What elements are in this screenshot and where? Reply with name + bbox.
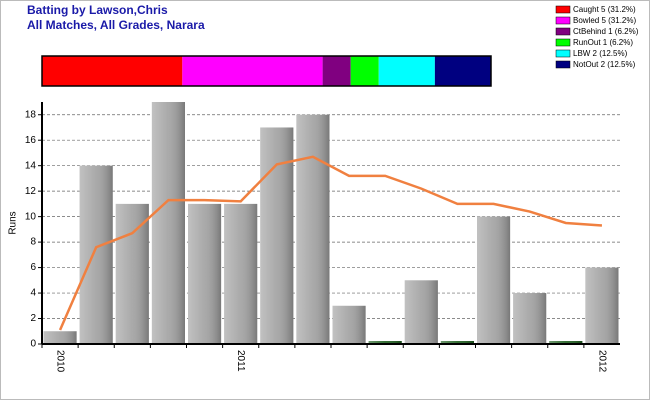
- bar-shade: [549, 341, 583, 344]
- legend-swatch: [555, 5, 571, 14]
- bar-shade: [404, 280, 438, 344]
- bar-shade: [440, 341, 474, 344]
- stack-border: [41, 55, 492, 87]
- bar-shade: [43, 331, 77, 344]
- y-tick-label: 14: [25, 160, 37, 171]
- legend-label: NotOut 2 (12.5%): [573, 60, 636, 69]
- y-tick-label: 10: [25, 211, 37, 222]
- legend-label: Caught 5 (31.2%): [573, 5, 636, 14]
- segment: [322, 56, 351, 86]
- legend-label: RunOut 1 (6.2%): [573, 38, 633, 47]
- y-tick-label: 16: [25, 135, 37, 146]
- x-tick-label: 2011: [235, 350, 246, 372]
- y-axis-label: Runs: [8, 211, 19, 234]
- y-tick-label: 8: [30, 237, 36, 248]
- segment: [42, 56, 183, 86]
- bar-shade: [368, 341, 402, 344]
- bar-shade: [260, 127, 294, 344]
- bar-shade: [296, 114, 330, 344]
- legend-label: CtBehind 1 (6.2%): [573, 27, 639, 36]
- bar-shade: [332, 305, 366, 344]
- y-tick-label: 18: [25, 109, 37, 120]
- legend-swatch: [555, 60, 571, 69]
- average-line: [58, 155, 603, 331]
- y-tick-label: 4: [30, 288, 36, 299]
- segment: [182, 56, 323, 86]
- y-tick-label: 0: [30, 339, 36, 350]
- subtitle: All Matches, All Grades, Narara: [27, 18, 205, 32]
- x-tick-label: 2010: [54, 350, 65, 373]
- bar-shade: [151, 102, 185, 344]
- bar-shade: [513, 293, 547, 344]
- bar-shade: [477, 216, 511, 344]
- legend-swatch: [555, 49, 571, 58]
- bar-shade: [115, 203, 149, 344]
- legend-label: LBW 2 (12.5%): [573, 49, 628, 58]
- segment: [350, 56, 379, 86]
- legend-swatch: [555, 16, 571, 25]
- y-tick-label: 12: [25, 186, 37, 197]
- segment: [378, 56, 435, 86]
- segment: [434, 56, 491, 86]
- x-tick-label: 2012: [596, 350, 607, 373]
- legend-swatch: [555, 38, 571, 47]
- bar-shade: [224, 203, 258, 344]
- title: Batting by Lawson,Chris: [27, 3, 168, 17]
- bar-shade: [79, 165, 113, 344]
- y-tick-label: 6: [30, 262, 36, 273]
- bar-shade: [585, 267, 619, 344]
- bar-shade: [188, 203, 222, 344]
- legend-swatch: [555, 27, 571, 36]
- y-tick-label: 2: [30, 313, 36, 324]
- legend-label: Bowled 5 (31.2%): [573, 16, 636, 25]
